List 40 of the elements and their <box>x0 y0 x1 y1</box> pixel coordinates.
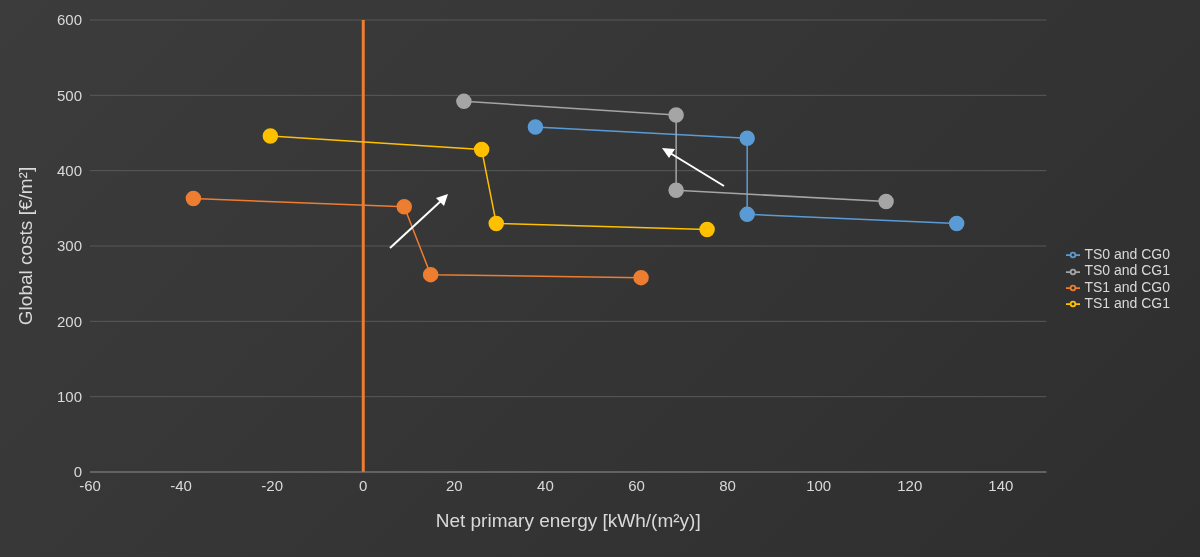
point <box>422 266 439 283</box>
x-tick-label: -20 <box>261 476 284 494</box>
point <box>396 199 412 215</box>
point <box>878 193 894 210</box>
x-axis-title: Net primary energy [kWh/(m²y)] <box>435 510 701 531</box>
point <box>527 119 544 135</box>
legend-label: TS1 and CG1 <box>1084 294 1170 311</box>
point <box>633 269 649 286</box>
y-tick-label: 200 <box>56 312 82 330</box>
point <box>668 182 684 198</box>
point <box>699 221 715 238</box>
x-tick-label: 0 <box>359 476 368 494</box>
x-tick-label: 60 <box>628 476 645 494</box>
y-tick-label: 500 <box>56 86 82 104</box>
y-tick-label: 300 <box>56 237 82 255</box>
x-tick-label: -60 <box>79 476 101 494</box>
x-tick-label: 140 <box>988 476 1014 494</box>
x-tick-label: -40 <box>170 476 192 494</box>
point <box>488 215 504 232</box>
point <box>456 93 472 110</box>
point <box>668 107 684 123</box>
x-tick-label: 100 <box>806 476 832 494</box>
y-tick-label: 600 <box>56 11 82 29</box>
point <box>185 190 202 207</box>
x-tick-label: 120 <box>897 476 923 494</box>
y-axis-title: Global costs [€/m²] <box>14 166 36 326</box>
legend-label: TS0 and CG0 <box>1084 245 1170 262</box>
point <box>262 128 279 144</box>
point <box>948 215 965 232</box>
x-tick-label: 40 <box>537 476 554 494</box>
legend-label: TS1 and CG0 <box>1084 278 1170 295</box>
y-tick-label: 0 <box>73 463 82 481</box>
y-tick-label: 100 <box>56 387 82 405</box>
point <box>473 141 490 158</box>
y-tick-label: 400 <box>56 161 82 179</box>
point <box>739 130 755 147</box>
x-tick-label: 20 <box>446 476 463 494</box>
legend-label: TS0 and CG1 <box>1084 262 1170 279</box>
point <box>739 206 755 223</box>
x-tick-label: 80 <box>719 476 736 494</box>
